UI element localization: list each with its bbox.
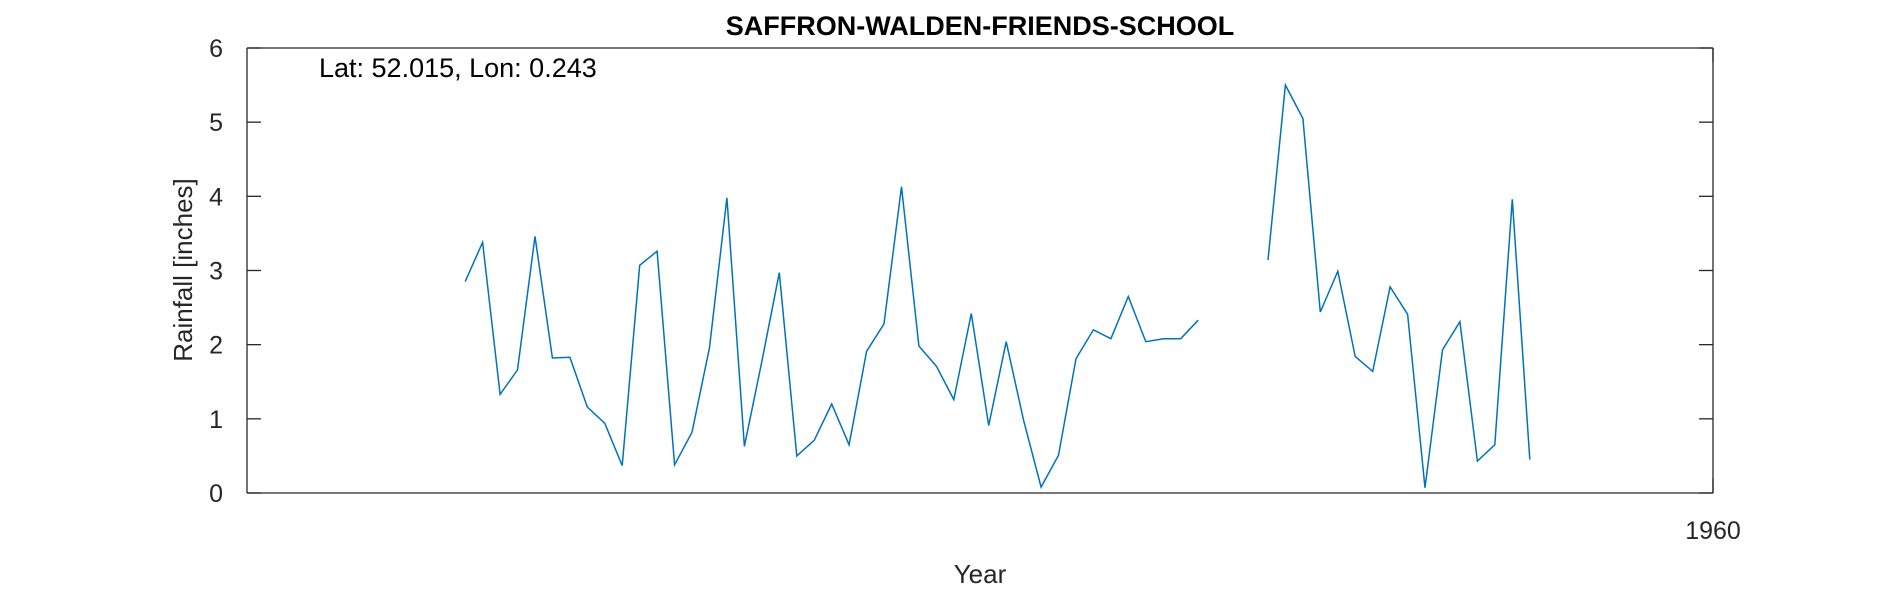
y-tick-label: 2 [209, 332, 223, 360]
y-tick-label: 0 [209, 480, 223, 508]
chart-title: SAFFRON-WALDEN-FRIENDS-SCHOOL [726, 11, 1234, 41]
axes: 0 1 2 3 4 5 6 1960 [209, 35, 1741, 545]
y-axis-label: Rainfall [inches] [168, 178, 198, 362]
y-tick-label: 6 [209, 35, 223, 63]
y-tick-label: 3 [209, 258, 223, 286]
series-layer [464, 82, 1531, 490]
rainfall-series-line [464, 186, 1199, 490]
y-tick-label: 1 [209, 406, 223, 434]
plot-area [247, 48, 1713, 493]
y-tick-label: 5 [209, 109, 223, 137]
x-tick-label: 1960 [1685, 517, 1741, 545]
location-annotation: Lat: 52.015, Lon: 0.243 [319, 53, 597, 83]
y-tick-label: 4 [209, 183, 223, 211]
x-axis-label: Year [954, 559, 1007, 589]
rainfall-series-line [1267, 82, 1531, 488]
